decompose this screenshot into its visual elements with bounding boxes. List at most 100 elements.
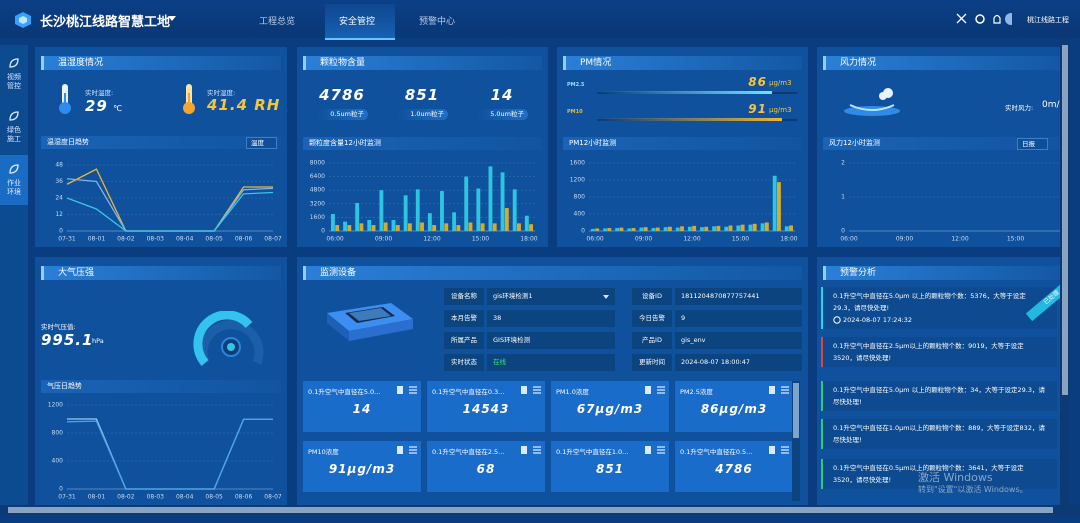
bar (456, 225, 461, 231)
x-tick-label: 08-06 (235, 236, 253, 243)
card-icons[interactable] (769, 446, 789, 454)
sidebar-icon[interactable] (8, 110, 20, 122)
card-icons[interactable] (521, 386, 541, 394)
sidebar-active (0, 155, 28, 205)
x-tick-label: 08-03 (147, 494, 165, 501)
bar (639, 227, 644, 231)
icon-shape (645, 386, 651, 394)
bar (704, 226, 709, 231)
field-value: gis_env (675, 332, 802, 349)
panel-title: 温湿度情况 (41, 56, 281, 70)
sidebar-item[interactable]: 视频管控 (7, 73, 21, 90)
alert-item: 0.1升空气中直径在5.0μm 以上的颗粒物个数：5376，大等于设定29.3，… (821, 287, 1057, 329)
icon-shape (833, 316, 841, 324)
card-icons[interactable] (397, 446, 417, 454)
nav-tab[interactable]: 安全管控 (339, 17, 376, 27)
bar (343, 221, 347, 231)
bar (607, 228, 612, 231)
bar (777, 182, 781, 231)
metric-card: PM1.0浓度 67μg/m3 (551, 381, 669, 432)
bar (772, 175, 777, 231)
y-tick-label: 0 (59, 486, 63, 493)
bar (603, 228, 607, 231)
y-tick-label: 400 (574, 211, 586, 218)
bar (736, 225, 741, 231)
field-value[interactable]: gis环境检测1 (487, 288, 615, 305)
bar (692, 225, 697, 231)
chart-title: 气压日趋势 (41, 380, 281, 393)
bar (403, 195, 408, 231)
chart-title: 颗粒度含量12小时监测 (303, 137, 542, 150)
bar (427, 213, 432, 231)
card-value: 14 (352, 402, 372, 416)
metric-card: 0.1升空气中直径在5.0... 14 (303, 381, 421, 432)
card-label: PM2.5浓度 (680, 388, 713, 396)
bar (444, 223, 449, 231)
pm-unit: μg/m3 (769, 79, 792, 87)
sidebar-icon[interactable] (8, 163, 20, 175)
sidebar-item[interactable]: 绿色施工 (7, 126, 21, 143)
card-icons[interactable] (645, 386, 665, 394)
selector[interactable]: 温度 (246, 137, 277, 149)
bar (760, 223, 765, 231)
card-label: 0.1升空气中直径在0.5... (680, 448, 753, 456)
temp-label: 实时温度: (85, 89, 114, 97)
site-title[interactable]: 长沙桃江线路智慧工地 (40, 15, 171, 30)
panel-title: 颗粒物含量 (303, 56, 542, 70)
card-icons[interactable] (769, 386, 789, 394)
bar (355, 202, 360, 231)
user-name[interactable]: 桃江线路工程 (1027, 16, 1069, 24)
field-value: 2024-08-07 18:00:47 (675, 354, 802, 371)
icon-shape (781, 446, 789, 454)
caret[interactable] (168, 16, 176, 22)
pressure-gauge (193, 311, 264, 366)
icon-shape (409, 386, 417, 394)
nav-tab[interactable]: 预警中心 (419, 17, 456, 27)
icon-shape (533, 446, 541, 454)
card-icons[interactable] (521, 446, 541, 454)
toolbar-icons[interactable] (956, 13, 1012, 27)
x-tick-label: 08-01 (88, 236, 106, 243)
chart-title-text: 温湿度日趋势 (47, 138, 89, 146)
card-value: 68 (476, 462, 496, 476)
alert-text: 0.1升空气中直径在2.5μm以上的颗粒物个数：9019，大等于设定3520，请… (833, 342, 1024, 362)
card-icons[interactable] (397, 386, 417, 394)
alert-time: 2024-08-07 17:24:32 (833, 314, 1045, 326)
page-scrollbar[interactable] (1060, 38, 1070, 505)
card-icons[interactable] (645, 446, 665, 454)
x-tick-label: 06:00 (586, 236, 603, 243)
bar (367, 219, 372, 231)
nav-tab[interactable]: 工程总览 (259, 17, 296, 27)
bar (784, 226, 789, 231)
selector[interactable]: 日报 (1017, 138, 1048, 150)
alert-text: 0.1升空气中直径在5.0μm 以上的颗粒物个数：5376，大等于设定29.3，… (833, 292, 1026, 312)
watermark: 转到"设置"以激活 Windows。 (918, 485, 1028, 494)
field-label: 设备ID (632, 288, 672, 305)
line (66, 178, 274, 232)
header: 长沙桃江线路智慧工地 工程总览 安全管控 预警中心 桃江线路工程 (0, 0, 1080, 40)
scrollbar[interactable] (792, 381, 800, 501)
sidebar-icon[interactable] (8, 57, 20, 69)
x-tick-label: 08-02 (117, 494, 135, 501)
field-value: 9 (675, 310, 802, 327)
bar (407, 223, 412, 231)
bar (379, 190, 384, 231)
caret[interactable] (603, 295, 609, 299)
x-tick-label: 09:00 (375, 236, 392, 243)
humidity-label: 实时湿度: (207, 89, 236, 97)
field-label: 更新时间 (632, 354, 672, 371)
bar (492, 223, 497, 231)
temperature-chart: 0 12 24 36 48 07-31 08-01 08-02 08-03 08-04 08-05 0… (55, 162, 282, 243)
bar (512, 189, 517, 231)
icon-shape (645, 446, 651, 454)
h-scrollbar[interactable] (0, 505, 1080, 515)
pressure-chart: 0 400 800 1200 07-31 08-01 08-02 08-03 08-04 08-0… (48, 402, 282, 501)
bar (468, 222, 473, 231)
metric-card: PM10浓度 91μg/m3 (303, 441, 421, 492)
sidebar-item[interactable]: 作业环境 (7, 179, 21, 196)
bar (740, 224, 745, 231)
chart-title: 风力12小时监测 日报 (823, 137, 1062, 150)
bar (595, 228, 600, 231)
